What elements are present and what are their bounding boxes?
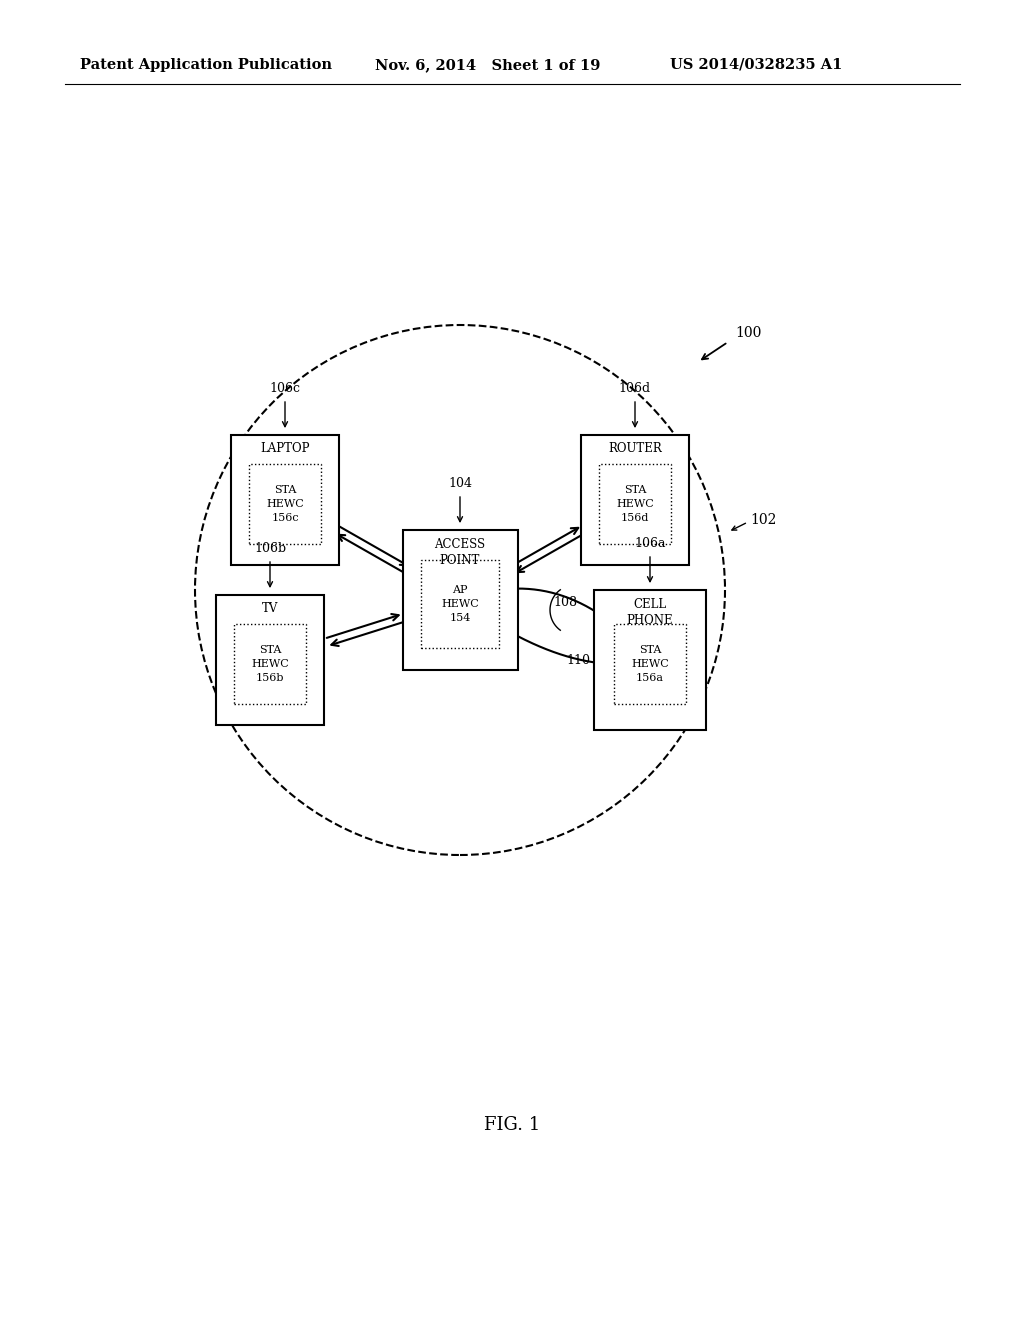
Bar bbox=[594, 590, 706, 730]
Text: 106a: 106a bbox=[634, 537, 666, 550]
Bar bbox=[581, 436, 689, 565]
Bar bbox=[421, 560, 499, 648]
Text: STA
HEWC
156d: STA HEWC 156d bbox=[616, 484, 654, 523]
Text: Nov. 6, 2014   Sheet 1 of 19: Nov. 6, 2014 Sheet 1 of 19 bbox=[375, 58, 600, 73]
Bar bbox=[599, 465, 671, 544]
Text: 110: 110 bbox=[566, 653, 590, 667]
Text: 106b: 106b bbox=[254, 543, 286, 554]
Text: POINT: POINT bbox=[440, 553, 480, 566]
Text: 104: 104 bbox=[449, 477, 472, 490]
Text: 106d: 106d bbox=[618, 381, 651, 395]
Text: STA
HEWC
156b: STA HEWC 156b bbox=[251, 645, 289, 682]
Bar bbox=[249, 465, 321, 544]
Text: 100: 100 bbox=[735, 326, 762, 341]
Text: LAPTOP: LAPTOP bbox=[260, 442, 309, 455]
Text: STA
HEWC
156a: STA HEWC 156a bbox=[631, 645, 669, 682]
Bar bbox=[402, 531, 517, 671]
Bar bbox=[231, 436, 339, 565]
Text: 102: 102 bbox=[750, 513, 776, 527]
Text: CELL: CELL bbox=[634, 598, 667, 610]
Text: ROUTER: ROUTER bbox=[608, 442, 662, 455]
Text: STA
HEWC
156c: STA HEWC 156c bbox=[266, 484, 304, 523]
Bar bbox=[234, 624, 306, 704]
Text: FIG. 1: FIG. 1 bbox=[484, 1115, 540, 1134]
Text: ACCESS: ACCESS bbox=[434, 537, 485, 550]
Text: AP
HEWC
154: AP HEWC 154 bbox=[441, 585, 479, 623]
Bar bbox=[614, 624, 686, 704]
Text: 106c: 106c bbox=[269, 381, 300, 395]
Text: TV: TV bbox=[262, 602, 279, 615]
Text: 108: 108 bbox=[553, 595, 577, 609]
Bar bbox=[216, 595, 324, 725]
Text: US 2014/0328235 A1: US 2014/0328235 A1 bbox=[670, 58, 843, 73]
Text: PHONE: PHONE bbox=[627, 614, 674, 627]
Text: Patent Application Publication: Patent Application Publication bbox=[80, 58, 332, 73]
